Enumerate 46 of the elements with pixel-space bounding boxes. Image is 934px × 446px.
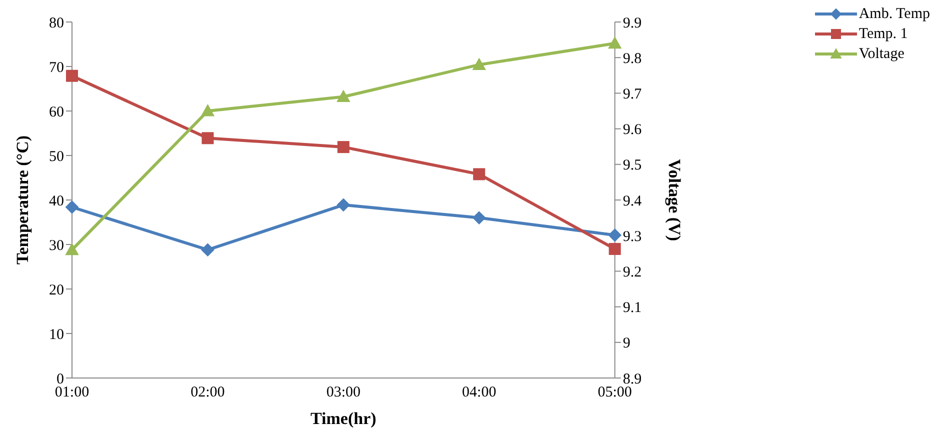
y2-tick-label: 9.7 <box>622 86 642 103</box>
legend-label: Temp. 1 <box>858 26 908 42</box>
y-tick-label: 10 <box>49 326 64 343</box>
y-tick-label: 70 <box>49 60 64 76</box>
point <box>608 228 622 242</box>
y-tick-label: 30 <box>49 238 64 254</box>
x-axis-title: Time(hr) <box>310 409 376 428</box>
y2-tick-label: 9 <box>622 336 630 352</box>
y-axis-title: Temperature (°C) <box>13 135 32 265</box>
y2-tick-label: 9.6 <box>622 122 642 138</box>
point <box>202 132 214 144</box>
y-tick-label: 50 <box>49 148 64 165</box>
y-tick-label: 80 <box>49 15 64 32</box>
point <box>66 200 78 214</box>
point <box>337 141 350 154</box>
point <box>472 211 486 224</box>
x-tick-label: 04:00 <box>462 384 496 401</box>
y2-tick-label: 9.2 <box>622 264 642 281</box>
point <box>66 70 78 82</box>
y-tick-label: 20 <box>49 282 64 298</box>
y-tick-label: 40 <box>49 193 64 210</box>
y2-tick-label: 9.3 <box>622 228 642 245</box>
legend-label: Amb. Temp <box>858 6 930 22</box>
point <box>201 104 214 116</box>
y2-axis-title: Voltage (V) <box>664 159 684 241</box>
point <box>608 36 622 49</box>
x-tick-label: 02:00 <box>190 384 225 401</box>
point <box>473 168 486 180</box>
y2-tick-label: 9.1 <box>622 300 642 316</box>
x-tick-label: 05:00 <box>598 384 632 401</box>
legend-label: Voltage <box>858 46 904 62</box>
x-tick-label: 03:00 <box>326 384 360 401</box>
point <box>472 58 486 70</box>
y-tick-label: 0 <box>56 371 64 388</box>
y2-tick-label: 8.9 <box>622 371 642 388</box>
y2-tick-label: 9.8 <box>622 50 642 67</box>
y-tick-label: 60 <box>49 104 64 120</box>
point <box>66 243 78 256</box>
point <box>608 242 621 255</box>
point <box>201 243 214 256</box>
y2-tick-label: 9.9 <box>622 15 642 32</box>
y2-tick-label: 9.4 <box>622 193 642 210</box>
y2-tick-label: 9.5 <box>622 158 642 174</box>
point <box>336 198 350 212</box>
point <box>336 90 350 102</box>
x-tick-label: 01:00 <box>54 384 90 401</box>
